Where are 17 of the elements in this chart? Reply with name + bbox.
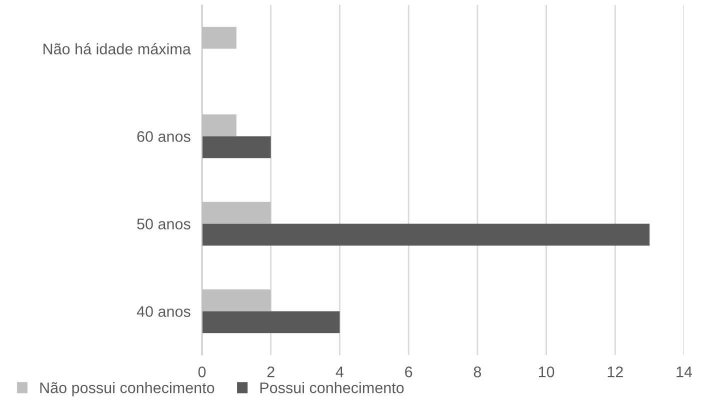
bar [202, 311, 340, 334]
x-tick-label: 6 [405, 366, 412, 378]
x-tick-label: 2 [267, 366, 274, 378]
y-tick-label: 40 anos [136, 306, 190, 317]
legend-label: Possui conhecimento [260, 382, 404, 394]
bar [202, 136, 271, 158]
legend-label: Não possui conhecimento [40, 382, 214, 396]
x-tick-label: 10 [538, 366, 554, 378]
x-tick-label: 14 [676, 366, 692, 378]
x-tick-label: 0 [198, 366, 206, 378]
x-tick-label: 8 [474, 366, 482, 378]
x-tick-label: 4 [336, 366, 344, 378]
y-tick-label: 50 anos [137, 218, 190, 230]
y-tick-label: 60 anos [137, 131, 190, 142]
bar [202, 224, 650, 246]
x-tick-label: 12 [608, 366, 623, 378]
y-tick-label: Não há idade máxima [44, 43, 191, 54]
